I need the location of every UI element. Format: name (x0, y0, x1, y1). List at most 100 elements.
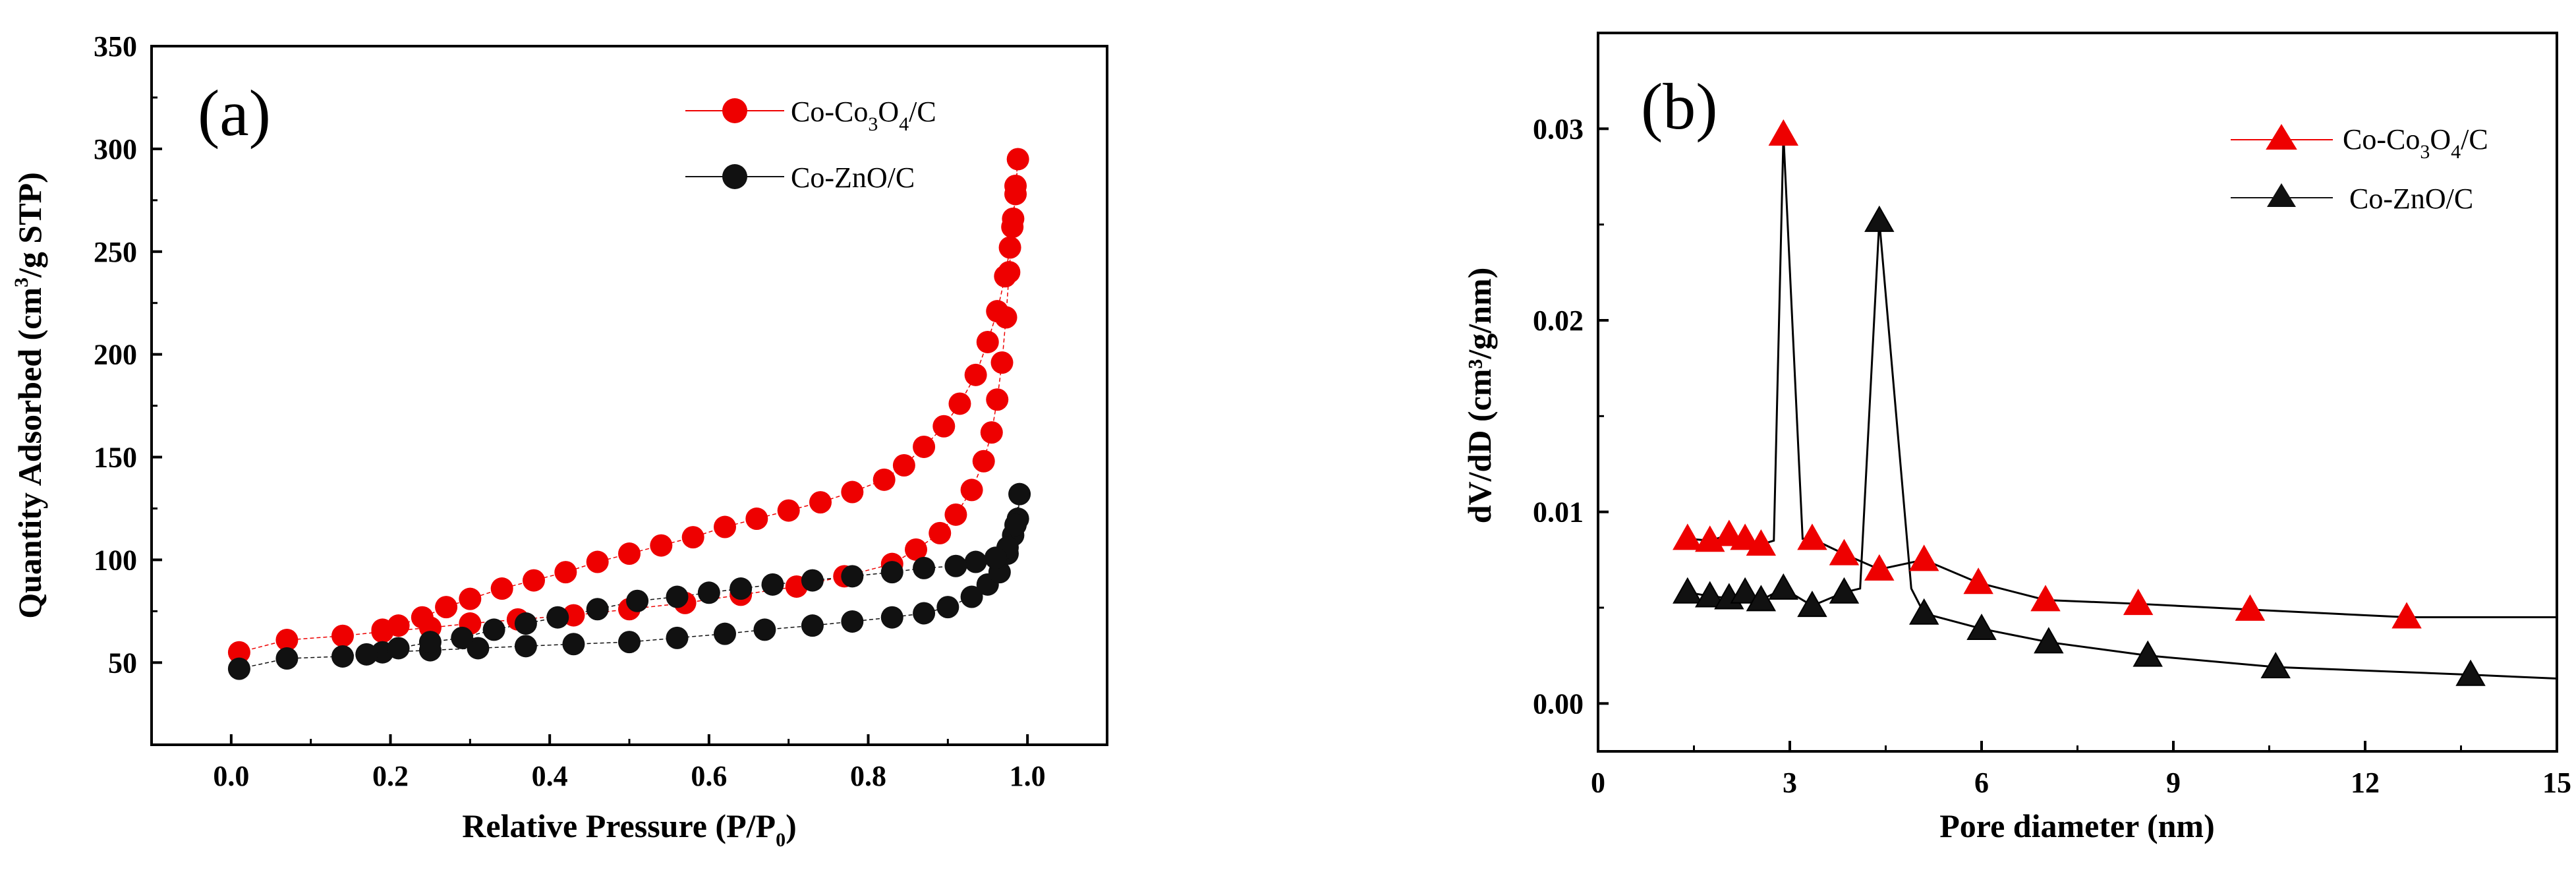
panel-b-series-1-point (2030, 585, 2061, 612)
panel-a-series-1-point (331, 624, 354, 647)
panel-b-y-tick-label: 0.00 (1533, 687, 1584, 720)
panel-a-series-2-point (467, 637, 490, 660)
panel-a-x-tick-label: 0.6 (691, 760, 727, 792)
panel-b-label: (b) (1641, 70, 1718, 143)
panel-a-series-1-point (892, 454, 915, 477)
panel-a-y-tick-label: 250 (94, 236, 137, 268)
panel-a-series-2-point (626, 589, 649, 612)
panel-a-series-2-point (1008, 482, 1031, 506)
panel-a-y-tick-label: 200 (94, 339, 137, 371)
panel-a-x-tick-label: 0.2 (372, 760, 409, 792)
panel-a-series-1-point (960, 478, 983, 502)
panel-a-series-1-point (411, 606, 434, 629)
panel-a-series-1-point (435, 596, 458, 619)
panel-a-series-1-point (913, 435, 936, 458)
panel-b-y-tick-label: 0.03 (1533, 113, 1584, 145)
panel-a-series-1-point (841, 480, 864, 504)
panel-a-series-1-point (523, 569, 545, 592)
panel-a-series-2-point (801, 569, 824, 592)
panel-a-y-tick-label: 300 (94, 133, 137, 165)
panel-a-legend: Co-Co3O4/C Co-ZnO/C (685, 96, 936, 194)
panel-a-series-2-point (618, 631, 641, 654)
panel-a-series-1-point (275, 629, 299, 651)
legend-b-series-2-label: Co-ZnO/C (2349, 183, 2473, 215)
panel-a-series-2-point (482, 618, 505, 641)
panel-a-series-2-point (730, 577, 753, 600)
panel-a-series-1-point (986, 388, 1009, 411)
panel-b-series-1-point (1908, 544, 1939, 571)
panel-b-pore-distribution: 0 3 6 9 12 15 0.00 0.01 0.02 0.03 (b) Co-Co3O4/C … (1461, 32, 2571, 844)
panel-a-series-2-point (880, 606, 903, 629)
panel-a-series-1-point (944, 503, 967, 526)
panel-a-series-2-point (944, 554, 967, 577)
panel-a-series-1-point (681, 526, 704, 549)
panel-b-x-axis-label: Pore diameter (nm) (1939, 807, 2214, 844)
panel-a-series-2-point (546, 606, 569, 629)
panel-b-series-1-point (2235, 594, 2266, 621)
panel-a-series-1-point (990, 351, 1014, 374)
panel-a-series-1-point (1002, 207, 1025, 230)
panel-a-series-1-point (1004, 183, 1027, 206)
panel-a-series-2-point (697, 581, 720, 604)
panel-a-series-1-point (459, 587, 482, 610)
panel-b-y-tick-label: 0.02 (1533, 304, 1584, 337)
legend-a-series-2-label: Co-ZnO/C (791, 161, 915, 194)
panel-b-series-2-point (2034, 627, 2064, 654)
panel-a-series-1-point (745, 508, 768, 531)
panel-a-series-1-point (972, 450, 995, 473)
panel-a-series-1-point (873, 468, 896, 491)
panel-a-series-2-point (761, 573, 784, 596)
panel-a-series-2-point (936, 596, 959, 619)
panel-a-series-1-point (929, 521, 952, 544)
panel-b-series-1-point (1714, 519, 1744, 546)
panel-a-x-tick-label: 0.4 (532, 760, 568, 792)
panel-a-series-1-point (932, 415, 956, 438)
panel-b-series-2-point (1768, 573, 1799, 600)
panel-b-x-tick-label: 0 (1591, 767, 1605, 799)
panel-a-series-2-point (586, 598, 609, 621)
panel-b-series-1-point (1797, 523, 1827, 550)
panel-a-series-1-point (964, 363, 987, 386)
panel-a-series-1-point (371, 618, 394, 641)
panel-b-series-1-point (2123, 589, 2154, 616)
panel-a-series-1-point (976, 330, 999, 353)
legend-a-series-1-marker (722, 98, 747, 123)
panel-a-series-1-point (809, 491, 832, 514)
panel-a-series-2-point (841, 565, 864, 588)
panel-b-series-2-point (1797, 591, 1827, 618)
panel-a-series-2-point (562, 633, 585, 656)
panel-b-series-2-point (2132, 640, 2163, 667)
panel-a-series-2-point (355, 643, 378, 666)
panel-a-series-1-point (948, 392, 971, 415)
panel-a-isotherm: 0.0 0.2 0.4 0.6 0.8 1.0 50 100 150 200 250 300 350 (… (11, 30, 1108, 851)
panel-a-series-2-point (227, 657, 250, 680)
panel-a-series-1-point (586, 550, 609, 573)
panel-a-series-1-point (994, 265, 1017, 288)
panel-a-series-1-point (227, 641, 250, 664)
panel-a-series-2-point (880, 561, 903, 584)
panel-b-series-2-point (1730, 577, 1760, 604)
panel-b-x-tick-label: 15 (2542, 767, 2571, 799)
panel-b-series-2-point (2455, 659, 2486, 686)
panel-a-series-2-point (714, 622, 736, 645)
panel-a-series-1-point (650, 534, 673, 557)
panel-a-series-2-point (331, 645, 354, 668)
panel-b-y-axis-label: dV/dD (cm³/g/nm) (1461, 268, 1498, 524)
panel-a-series-1-point (998, 236, 1021, 259)
panel-b-series-2-point (1746, 585, 1777, 612)
panel-a-y-tick-label: 100 (94, 544, 137, 576)
legend-b-series-2-marker (2267, 183, 2296, 207)
panel-a-label: (a) (198, 76, 271, 150)
panel-a-series-1-point (905, 538, 927, 561)
panel-a-series-2-point (841, 610, 864, 633)
panel-b-series-2-point (1673, 577, 1703, 604)
panel-a-y-tick-label: 350 (94, 30, 137, 63)
panel-a-series-1-point (777, 499, 800, 522)
panel-a-series-2-point (275, 647, 299, 670)
panel-b-x-tick-label: 9 (2166, 767, 2181, 799)
panel-b-series-1-point (1768, 119, 1799, 146)
panel-a-series-2-point (418, 631, 442, 654)
panel-a-series-1-point (618, 542, 641, 566)
legend-b-series-1-label: Co-Co3O4/C (2343, 123, 2488, 163)
